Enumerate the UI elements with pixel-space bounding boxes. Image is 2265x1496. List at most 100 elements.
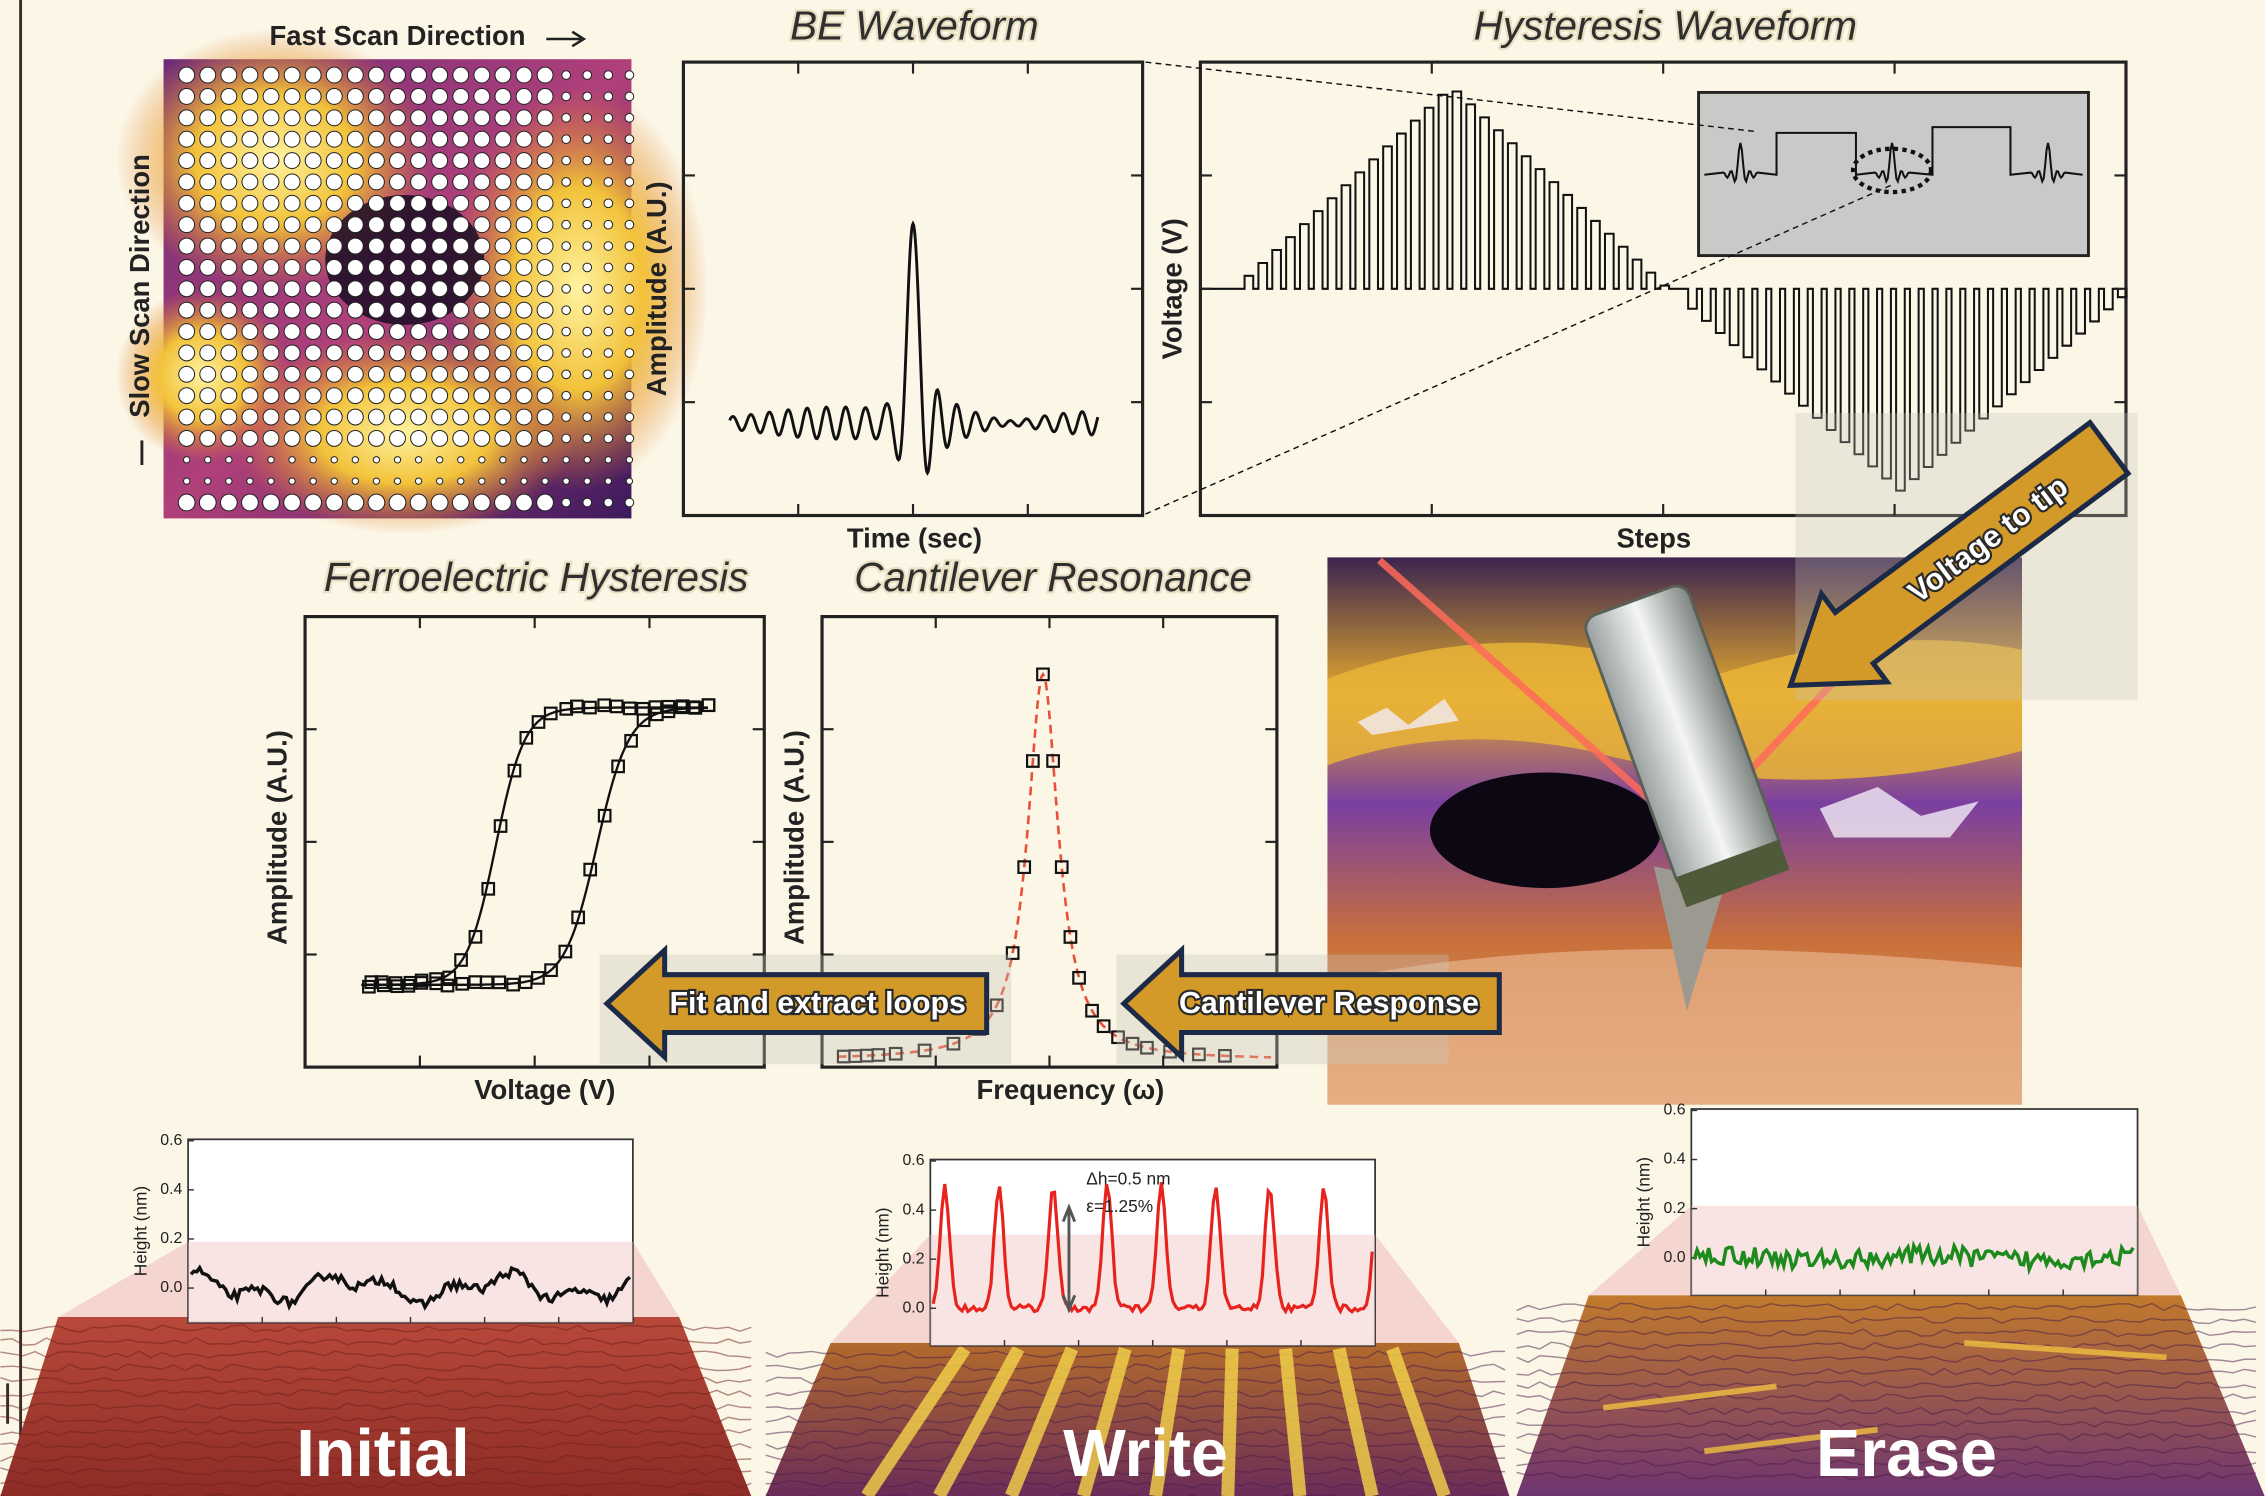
scan-point [263, 238, 279, 254]
scan-point [263, 259, 279, 275]
scan-point [284, 409, 300, 425]
scan-point [284, 153, 300, 169]
scan-point [453, 238, 469, 254]
scan-point [390, 89, 406, 105]
scan-point [263, 110, 279, 126]
scan-point [368, 345, 384, 361]
scan-point [263, 131, 279, 147]
scan-point [242, 302, 258, 318]
scan-point [436, 478, 442, 484]
y-tick-label: 0.0 [1663, 1249, 1685, 1266]
scan-point [537, 89, 553, 105]
scan-point [305, 259, 321, 275]
scan-point [284, 281, 300, 297]
scan-point [179, 89, 195, 105]
fast-scan-label: Fast Scan Direction [269, 20, 525, 51]
scan-point [516, 67, 532, 83]
scan-point [390, 67, 406, 83]
scan-point [411, 430, 427, 446]
scan-point [625, 199, 634, 208]
scan-point [537, 388, 553, 404]
scan-point [562, 284, 571, 293]
scan-point [604, 327, 613, 336]
scan-point [179, 131, 195, 147]
scan-point [242, 430, 258, 446]
scan-point [604, 220, 613, 229]
scan-point [178, 494, 195, 511]
scan-point [432, 259, 448, 275]
scan-point [289, 478, 295, 484]
scan-point [221, 281, 237, 297]
scan-point [537, 238, 553, 254]
scan-point [432, 89, 448, 105]
scan-point [415, 457, 421, 463]
scan-point [604, 284, 613, 293]
scan-point [495, 409, 511, 425]
scan-point [305, 388, 321, 404]
scan-point [411, 174, 427, 190]
scan-point [453, 324, 469, 340]
scan-point [625, 284, 634, 293]
scan-point [326, 217, 342, 233]
scan-point [242, 131, 258, 147]
scan-point [242, 259, 258, 275]
scan-point [495, 238, 511, 254]
scan-point [625, 135, 634, 144]
scan-point [411, 366, 427, 382]
scan-point [583, 391, 592, 400]
scan-point [179, 324, 195, 340]
scan-point [625, 263, 634, 272]
inset-shade [188, 1242, 633, 1323]
scan-point [305, 366, 321, 382]
scan-point [521, 457, 527, 463]
scan-point [537, 366, 553, 382]
scan-point [305, 110, 321, 126]
scan-point [562, 113, 571, 122]
scan-point [583, 413, 592, 422]
scan-point [326, 345, 342, 361]
scan-point [179, 153, 195, 169]
scan-point [200, 195, 216, 211]
scan-point [368, 302, 384, 318]
scan-point [263, 388, 279, 404]
scan-point [626, 478, 632, 484]
scan-point [625, 370, 634, 379]
scan-point [583, 284, 592, 293]
surface-label: Erase [1816, 1417, 1997, 1491]
y-tick-label: 0.6 [902, 1152, 924, 1169]
scan-point [516, 195, 532, 211]
scan-point [604, 413, 613, 422]
scan-point [537, 430, 553, 446]
scan-point [604, 391, 613, 400]
scan-point [263, 153, 279, 169]
scan-point [542, 478, 548, 484]
scan-point [453, 345, 469, 361]
scan-point [474, 153, 490, 169]
scan-point [368, 430, 384, 446]
scan-point [537, 195, 553, 211]
waveform [730, 224, 1098, 473]
scan-point [516, 324, 532, 340]
scan-point [205, 478, 211, 484]
scan-point [537, 259, 553, 275]
scan-point [495, 345, 511, 361]
scan-point [432, 388, 448, 404]
scan-point [516, 174, 532, 190]
scan-point [347, 238, 363, 254]
scan-point [242, 345, 258, 361]
scan-point [495, 195, 511, 211]
scan-point [326, 281, 342, 297]
scan-point [537, 494, 554, 511]
scan-point [305, 345, 321, 361]
scan-point [604, 71, 613, 80]
scan-point [625, 434, 634, 443]
scan-point [284, 238, 300, 254]
scan-point [200, 153, 216, 169]
y-tick-label: 0.4 [902, 1201, 924, 1218]
scan-point [516, 430, 532, 446]
scan-point [179, 388, 195, 404]
scan-point [390, 259, 406, 275]
scan-point [205, 457, 211, 463]
scan-point [516, 259, 532, 275]
scan-point [562, 370, 571, 379]
